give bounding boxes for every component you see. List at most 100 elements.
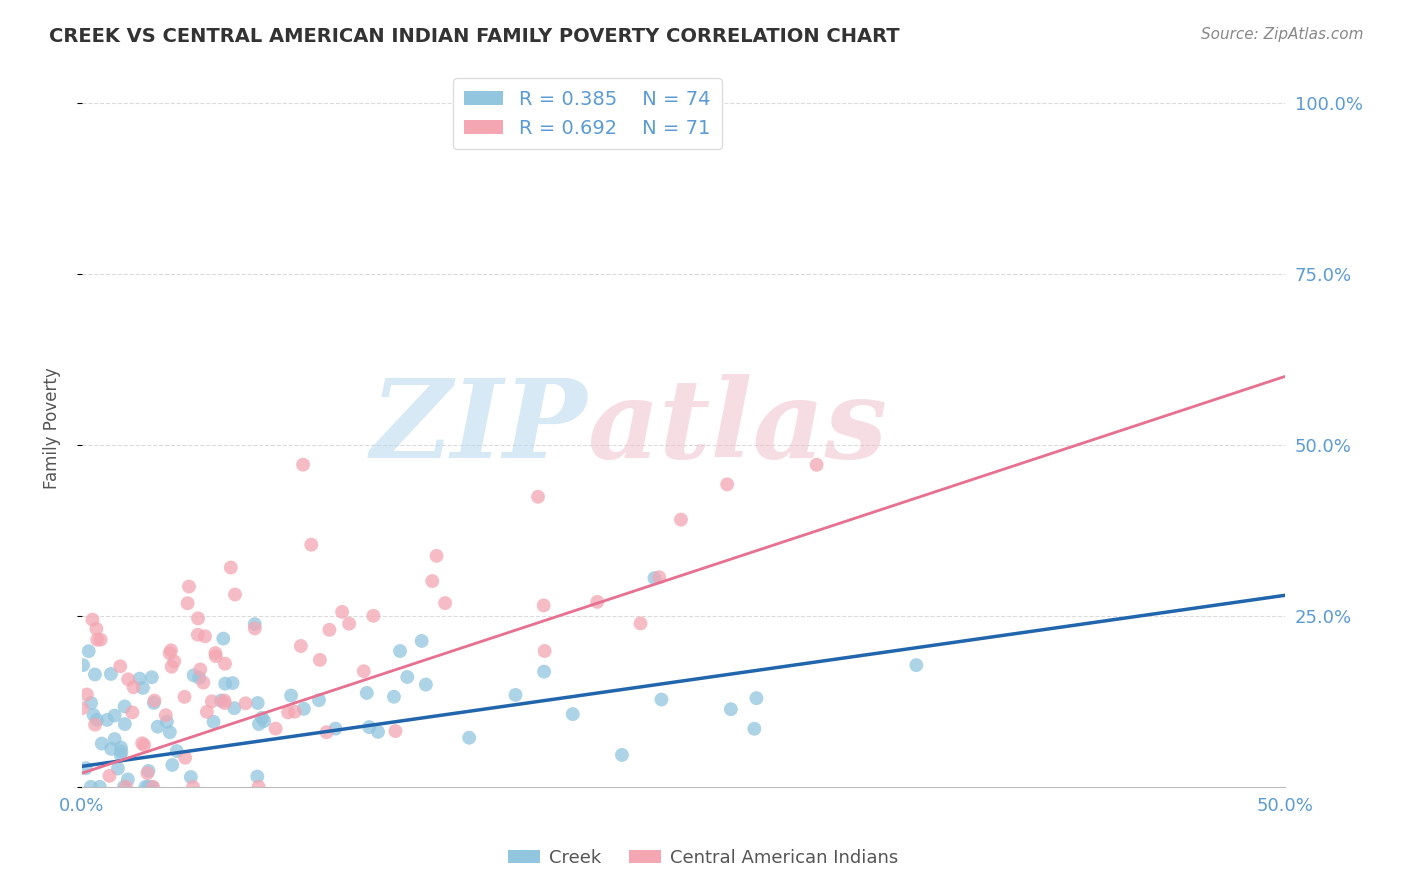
Point: [110, 747, 132, 762]
Point: [221, 676, 243, 690]
Y-axis label: Family Poverty: Family Poverty: [44, 367, 60, 489]
Point: [132, 681, 155, 695]
Point: [643, 571, 665, 585]
Point: [214, 676, 236, 690]
Point: [72, 658, 94, 673]
Point: [363, 608, 385, 623]
Legend: Creek, Central American Indians: Creek, Central American Indians: [501, 842, 905, 874]
Point: [505, 688, 527, 702]
Point: [174, 750, 197, 764]
Point: [82, 707, 104, 722]
Point: [359, 720, 381, 734]
Point: [308, 653, 330, 667]
Point: [112, 780, 135, 794]
Point: [134, 738, 156, 752]
Point: [630, 616, 652, 631]
Point: [247, 717, 270, 731]
Point: [187, 611, 209, 625]
Point: [183, 668, 205, 682]
Point: [115, 780, 138, 794]
Point: [156, 714, 179, 729]
Point: [533, 599, 555, 613]
Text: CREEK VS CENTRAL AMERICAN INDIAN FAMILY POVERTY CORRELATION CHART: CREEK VS CENTRAL AMERICAN INDIAN FAMILY …: [49, 27, 900, 45]
Point: [214, 696, 236, 710]
Point: [201, 694, 224, 708]
Point: [318, 623, 340, 637]
Point: [246, 696, 269, 710]
Point: [160, 643, 183, 657]
Point: [356, 686, 378, 700]
Point: [76, 688, 98, 702]
Point: [205, 649, 228, 664]
Point: [214, 693, 236, 707]
Point: [166, 744, 188, 758]
Point: [292, 702, 315, 716]
Text: atlas: atlas: [588, 374, 887, 482]
Point: [415, 677, 437, 691]
Point: [181, 780, 204, 794]
Point: [90, 737, 112, 751]
Point: [308, 693, 330, 707]
Point: [84, 717, 107, 731]
Point: [128, 672, 150, 686]
Point: [80, 780, 103, 794]
Point: [159, 725, 181, 739]
Point: [533, 644, 555, 658]
Point: [110, 740, 132, 755]
Point: [420, 574, 443, 588]
Point: [411, 634, 433, 648]
Point: [162, 758, 184, 772]
Text: Source: ZipAtlas.com: Source: ZipAtlas.com: [1201, 27, 1364, 42]
Point: [212, 632, 235, 646]
Point: [716, 477, 738, 491]
Point: [194, 629, 217, 643]
Point: [86, 713, 108, 727]
Point: [146, 720, 169, 734]
Point: [214, 657, 236, 671]
Point: [224, 701, 246, 715]
Point: [163, 654, 186, 668]
Point: [204, 646, 226, 660]
Point: [142, 780, 165, 794]
Point: [246, 769, 269, 783]
Point: [396, 670, 419, 684]
Point: [235, 696, 257, 710]
Point: [367, 724, 389, 739]
Point: [89, 780, 111, 794]
Point: [720, 702, 742, 716]
Point: [187, 628, 209, 642]
Point: [209, 693, 232, 707]
Point: [247, 780, 270, 794]
Legend: R = 0.385    N = 74, R = 0.692    N = 71: R = 0.385 N = 74, R = 0.692 N = 71: [453, 78, 721, 149]
Point: [122, 680, 145, 694]
Point: [533, 665, 555, 679]
Point: [96, 713, 118, 727]
Point: [143, 693, 166, 707]
Point: [136, 780, 159, 794]
Point: [284, 705, 307, 719]
Point: [77, 644, 100, 658]
Point: [202, 714, 225, 729]
Point: [107, 762, 129, 776]
Point: [121, 706, 143, 720]
Point: [86, 632, 108, 647]
Point: [353, 664, 375, 678]
Point: [195, 705, 218, 719]
Point: [561, 707, 583, 722]
Point: [131, 736, 153, 750]
Point: [180, 770, 202, 784]
Point: [98, 769, 121, 783]
Point: [384, 724, 406, 739]
Point: [176, 596, 198, 610]
Point: [80, 696, 103, 710]
Point: [155, 708, 177, 723]
Point: [382, 690, 405, 704]
Point: [142, 696, 165, 710]
Point: [744, 722, 766, 736]
Point: [173, 690, 195, 704]
Point: [425, 549, 447, 563]
Point: [277, 706, 299, 720]
Point: [527, 490, 550, 504]
Point: [114, 717, 136, 731]
Point: [648, 570, 671, 584]
